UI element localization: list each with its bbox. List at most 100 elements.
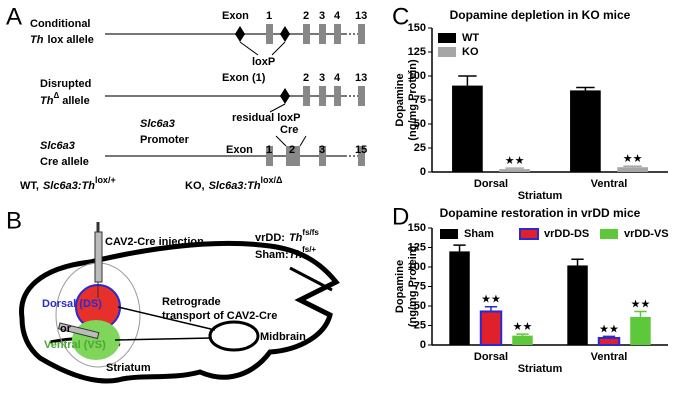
- loxp-label: loxP: [252, 56, 275, 68]
- pointer: [269, 103, 286, 113]
- label: or: [60, 323, 72, 335]
- y-tick-label: 100: [408, 261, 426, 273]
- label: Ventral (VS): [44, 339, 106, 351]
- error-bar: [623, 165, 642, 168]
- legend-label: vrDD-DS: [544, 228, 589, 240]
- exon-label: 3: [319, 72, 325, 84]
- label: Striatum: [106, 362, 151, 374]
- significance: ★★: [623, 153, 643, 165]
- pointer: [239, 41, 286, 56]
- label: Conditional: [30, 18, 91, 30]
- y-tick-label: 150: [408, 22, 426, 34]
- exon-label: 1: [266, 10, 272, 22]
- y-tick-label: 50: [414, 118, 426, 130]
- legend-swatch: [438, 47, 456, 57]
- gene: Th: [30, 34, 44, 46]
- exon-label: 2: [303, 10, 309, 22]
- legend-label: Sham: [464, 228, 494, 240]
- label: Th lox allele: [30, 34, 94, 46]
- label: Slc6a3: [140, 118, 175, 130]
- x-tick-label: Ventral: [591, 351, 628, 363]
- significance: ★★: [481, 294, 501, 306]
- exon-label: 13: [355, 10, 367, 22]
- superscript: Δ: [53, 91, 59, 100]
- x-tick-label: Dorsal: [474, 178, 508, 190]
- gene: Th: [289, 232, 303, 244]
- syringe: [94, 231, 103, 283]
- error-bar: [458, 75, 477, 86]
- y-tick-label: 0: [420, 166, 426, 178]
- genotype: KO, Slc6a3:Thlox/Δ: [185, 175, 283, 192]
- label: Cre allele: [40, 156, 89, 168]
- exon-label: 15: [355, 144, 367, 156]
- exons: [266, 24, 365, 44]
- bar: [597, 336, 621, 347]
- panel-label: C: [392, 3, 409, 30]
- error-bar: [571, 258, 584, 266]
- panel-label: D: [392, 203, 409, 230]
- exon-label: 4: [334, 72, 341, 84]
- superscript: lox/+: [95, 175, 116, 185]
- bar: [499, 169, 530, 172]
- error-bar: [634, 310, 647, 317]
- significance: ★★: [513, 321, 533, 333]
- label: vrDD: Thfs/fs: [255, 228, 319, 244]
- exon-label: Cre: [280, 124, 298, 136]
- legend-swatch: [600, 229, 618, 239]
- allele-diagram: Conditional Th lox allele Exon 1 2 3 4 13…: [20, 10, 367, 192]
- y-tick-label: 125: [408, 46, 426, 58]
- legend-label: vrDD-VS: [624, 228, 669, 240]
- bar: [570, 90, 601, 172]
- loxp-site: [280, 88, 290, 104]
- significance: ★★: [631, 298, 651, 310]
- x-axis-label: Striatum: [518, 363, 563, 375]
- brain-diagram: CAV2-Cre injection vrDD: Thfs/fs Sham:Thf…: [19, 222, 340, 384]
- exon-label: 4: [334, 10, 341, 22]
- error-bar: [453, 244, 466, 252]
- significance: ★★: [599, 323, 619, 335]
- label: Sham:Thfs/+: [255, 245, 316, 261]
- y-tick-label: 50: [414, 300, 426, 312]
- exons: [303, 86, 365, 106]
- label: Midbrain: [260, 331, 306, 343]
- x-axis-label: Striatum: [518, 190, 563, 202]
- error-bar: [602, 335, 616, 338]
- panel-label: A: [6, 3, 22, 30]
- pointer: [275, 135, 307, 147]
- exon-label: Exon (1): [222, 72, 266, 84]
- bar: [512, 335, 533, 345]
- gene: Th: [40, 95, 54, 107]
- exon-label: 1: [266, 144, 272, 156]
- label-part: vrDD:: [255, 232, 285, 244]
- label: Disrupted: [40, 78, 91, 90]
- genotype-part: Slc6a3: [43, 180, 78, 192]
- genotype-part: WT,: [20, 180, 39, 192]
- label: transport of CAV2-Cre: [162, 310, 277, 322]
- legend-swatch: [438, 33, 456, 43]
- bar: [449, 251, 470, 345]
- gene: Th: [289, 249, 303, 261]
- bar: [479, 310, 503, 346]
- error-bar: [576, 86, 595, 91]
- y-tick-label: 75: [414, 94, 426, 106]
- legend-label: WT: [462, 32, 479, 44]
- y-tick-label: 150: [408, 222, 426, 234]
- exon-label: Exon: [222, 10, 249, 22]
- error-bar: [505, 167, 524, 170]
- significance: ★★: [505, 155, 525, 167]
- y-tick-label: 25: [414, 319, 426, 331]
- y-tick-label: 100: [408, 70, 426, 82]
- y-axis-label: Dopamine: [394, 260, 406, 313]
- label: Promoter: [140, 134, 190, 146]
- bar: [617, 167, 648, 172]
- legend-swatch: [519, 228, 539, 240]
- syringe: [57, 322, 100, 340]
- genotype-part: KO,: [185, 180, 205, 192]
- genotype: WT, Slc6a3:Thlox/+: [20, 175, 116, 192]
- y-tick-label: 125: [408, 241, 426, 253]
- superscript: fs/+: [302, 245, 316, 254]
- exon-label: Exon: [226, 144, 253, 156]
- bar: [567, 265, 588, 345]
- y-tick-label: 75: [414, 280, 426, 292]
